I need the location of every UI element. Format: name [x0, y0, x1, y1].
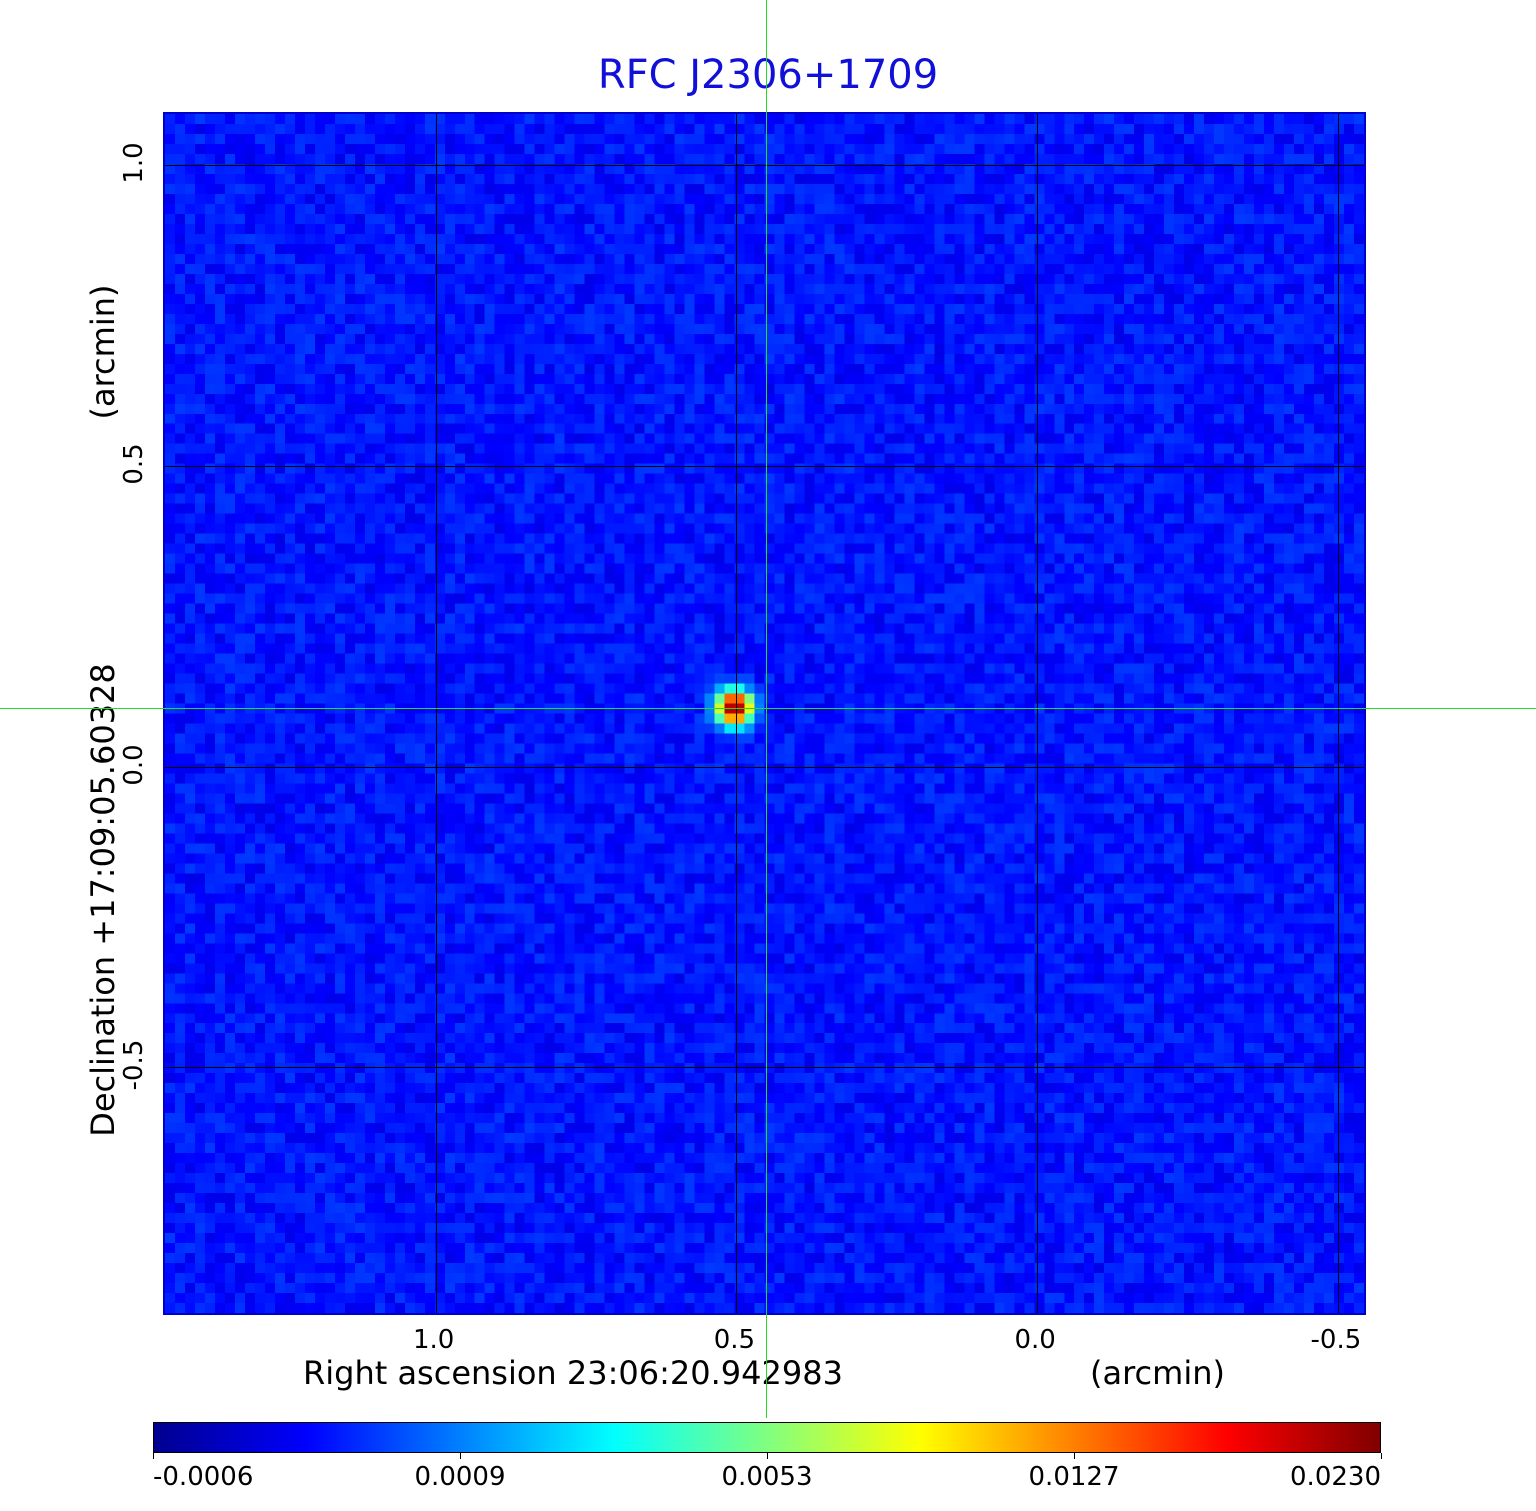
x-tick-label: -0.5	[1310, 1325, 1362, 1355]
grid-line-y	[165, 766, 1364, 768]
colorbar-tick-label: 0.0009	[414, 1462, 506, 1492]
x-axis-unit: (arcmin)	[1090, 1354, 1225, 1392]
colorbar	[153, 1422, 1381, 1453]
y-axis-label: Declination +17:09:05.60328	[84, 663, 122, 1137]
y-axis-unit: (arcmin)	[84, 284, 122, 420]
grid-line-x	[435, 114, 437, 1313]
grid-line-x	[1337, 114, 1339, 1313]
grid-line-x	[1037, 114, 1039, 1313]
intensity-heatmap	[165, 114, 1364, 1313]
x-tick-label: 0.0	[1014, 1325, 1056, 1355]
colorbar-tick-label: -0.0006	[153, 1462, 254, 1492]
colorbar-tick-label: 0.0053	[721, 1462, 813, 1492]
grid-line-y	[165, 1067, 1364, 1069]
y-tick-label: 0.0	[119, 743, 149, 786]
y-tick-label: 1.0	[119, 142, 149, 184]
colorbar-tick-label: 0.0127	[1028, 1462, 1120, 1492]
grid-line-y	[165, 165, 1364, 167]
crosshair-vertical	[766, 0, 767, 1418]
grid-line-y	[165, 465, 1364, 467]
colorbar-tick	[152, 1453, 154, 1459]
chart-title: RFC J2306+1709	[597, 52, 939, 98]
colorbar-tick	[1073, 1453, 1075, 1459]
grid-line-x	[736, 114, 738, 1313]
x-tick-label: 1.0	[412, 1325, 455, 1355]
x-axis-label: Right ascension 23:06:20.942983	[303, 1354, 843, 1392]
crosshair-horizontal	[0, 708, 1536, 709]
image-plot-area[interactable]	[163, 112, 1366, 1315]
colorbar-tick	[1380, 1453, 1382, 1459]
x-tick-label: 0.5	[713, 1325, 756, 1355]
colorbar-tick-label: 0.0230	[1290, 1462, 1381, 1492]
y-tick-label: 0.5	[119, 443, 149, 485]
colorbar-tick	[766, 1453, 768, 1459]
colorbar-tick	[459, 1453, 461, 1459]
y-tick-label: -0.5	[119, 1040, 149, 1091]
